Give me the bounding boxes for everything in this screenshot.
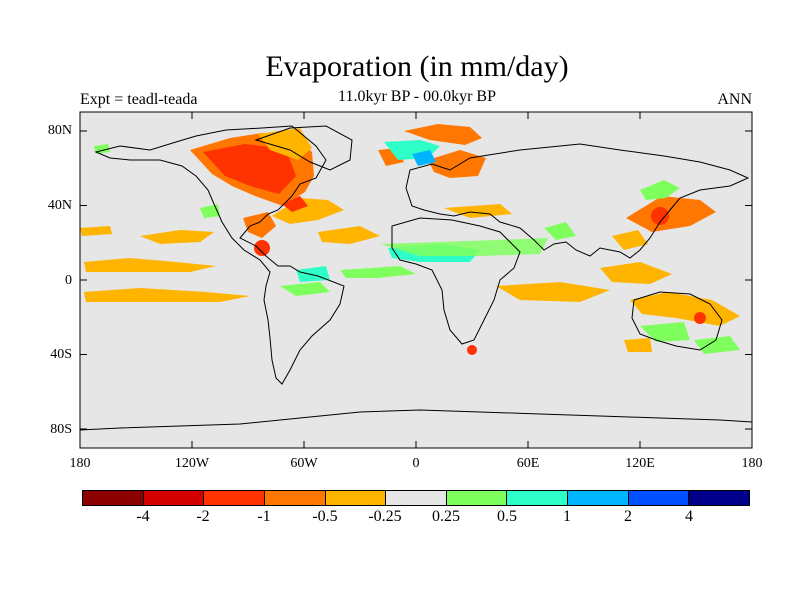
australia-weak-negative <box>630 292 740 326</box>
tasman-positive <box>694 336 740 354</box>
y-tick-label-80s: 80S <box>50 422 72 437</box>
y-tick-label-40n: 40N <box>47 198 72 213</box>
axis-ticks <box>79 112 753 448</box>
y-tick-label-0: 0 <box>65 273 72 288</box>
colorbar-swatch <box>204 491 265 505</box>
chart-subtitle: 11.0kyr BP - 00.0kyr BP <box>338 88 496 105</box>
africa-coastline <box>391 217 521 345</box>
colorbar-swatch <box>264 491 326 505</box>
x-tick-label-60w: 60W <box>290 456 318 471</box>
season-label: ANN <box>717 91 752 108</box>
australia-coastline <box>631 291 723 351</box>
s-africa-negative <box>467 345 477 355</box>
n-africa-positive-band <box>380 238 548 256</box>
x-tick-label-0: 0 <box>412 456 420 471</box>
colorbar-swatch <box>507 491 569 505</box>
x-tick-label-180w: 180 <box>69 456 91 471</box>
brazil-positive <box>280 282 330 296</box>
colorbar-label: -4 <box>136 508 150 525</box>
s-indian-weak-negative <box>496 282 610 302</box>
s-australia-weak-negative <box>624 338 652 352</box>
colorbar <box>82 490 750 506</box>
japan-strong-negative <box>651 207 669 225</box>
x-tick-label-120e: 120E <box>625 456 655 471</box>
x-tick-label-60e: 60E <box>516 456 540 471</box>
x-tick-label-120w: 120W <box>174 456 210 471</box>
colorbar-swatch <box>386 491 447 505</box>
e-asia-positive <box>640 180 680 200</box>
colorbar-label: -0.5 <box>312 508 338 525</box>
n-pacific-weak-negative <box>80 226 112 236</box>
colorbar-label: -0.25 <box>368 508 402 525</box>
y-tick-label-80n: 80N <box>47 123 72 138</box>
colorbar-swatch <box>689 491 750 505</box>
experiment-label: Expt = teadl-teada <box>80 91 198 108</box>
e-asia-negative <box>626 196 716 232</box>
greenland-weak-negative <box>258 128 312 160</box>
australia-strong-negative <box>694 312 706 324</box>
colorbar-swatch <box>628 491 690 505</box>
x-tick-label-180e: 180 <box>741 456 763 471</box>
trop-atlantic-positive <box>340 266 416 278</box>
e-pacific-band-south <box>84 288 250 302</box>
eurasia-coastline <box>405 143 750 259</box>
norwegian-sea-strong-positive <box>412 150 436 166</box>
greenland-coastline <box>254 125 353 171</box>
antarctica-coastline <box>79 409 753 431</box>
n-pacific-weak-negative-2 <box>140 230 214 244</box>
s-china-weak-negative <box>612 230 648 250</box>
colorbar-swatch <box>83 491 144 505</box>
coastline-layer <box>79 125 753 431</box>
chart-title: Evaporation (in mm/day) <box>265 50 569 83</box>
colorbar-swatch <box>325 491 387 505</box>
colorbar-label: -1 <box>257 508 271 525</box>
colorbar-label: 2 <box>624 508 632 525</box>
arabian-sea-positive <box>544 222 576 240</box>
colorbar-swatch <box>568 491 629 505</box>
maritime-weak-negative <box>600 262 672 284</box>
caribbean-negative <box>254 240 270 256</box>
colorbar-label: 1 <box>563 508 571 525</box>
y-tick-label-40s: 40S <box>50 347 72 362</box>
gulf-negative <box>243 212 276 238</box>
colorbar-swatch <box>143 491 205 505</box>
anomaly-fill-layer <box>80 124 740 355</box>
colorbar-label: 0.5 <box>497 508 517 525</box>
colorbar-swatch <box>446 491 508 505</box>
gulf-stream-negative <box>282 196 308 212</box>
scandinavia-negative <box>428 150 486 178</box>
americas-coastline <box>94 125 345 385</box>
barents-negative <box>404 124 482 145</box>
amazon-positive <box>296 266 330 282</box>
e-pacific-band-north <box>84 258 216 272</box>
colorbar-label: 4 <box>685 508 693 525</box>
colorbar-label: 0.25 <box>432 508 460 525</box>
atlantic-weak-negative <box>318 226 380 244</box>
australia-positive <box>640 322 690 342</box>
n-america-strong-negative-region <box>203 144 296 194</box>
colorbar-label: -2 <box>196 508 210 525</box>
nw-pacific-positive <box>200 204 220 218</box>
